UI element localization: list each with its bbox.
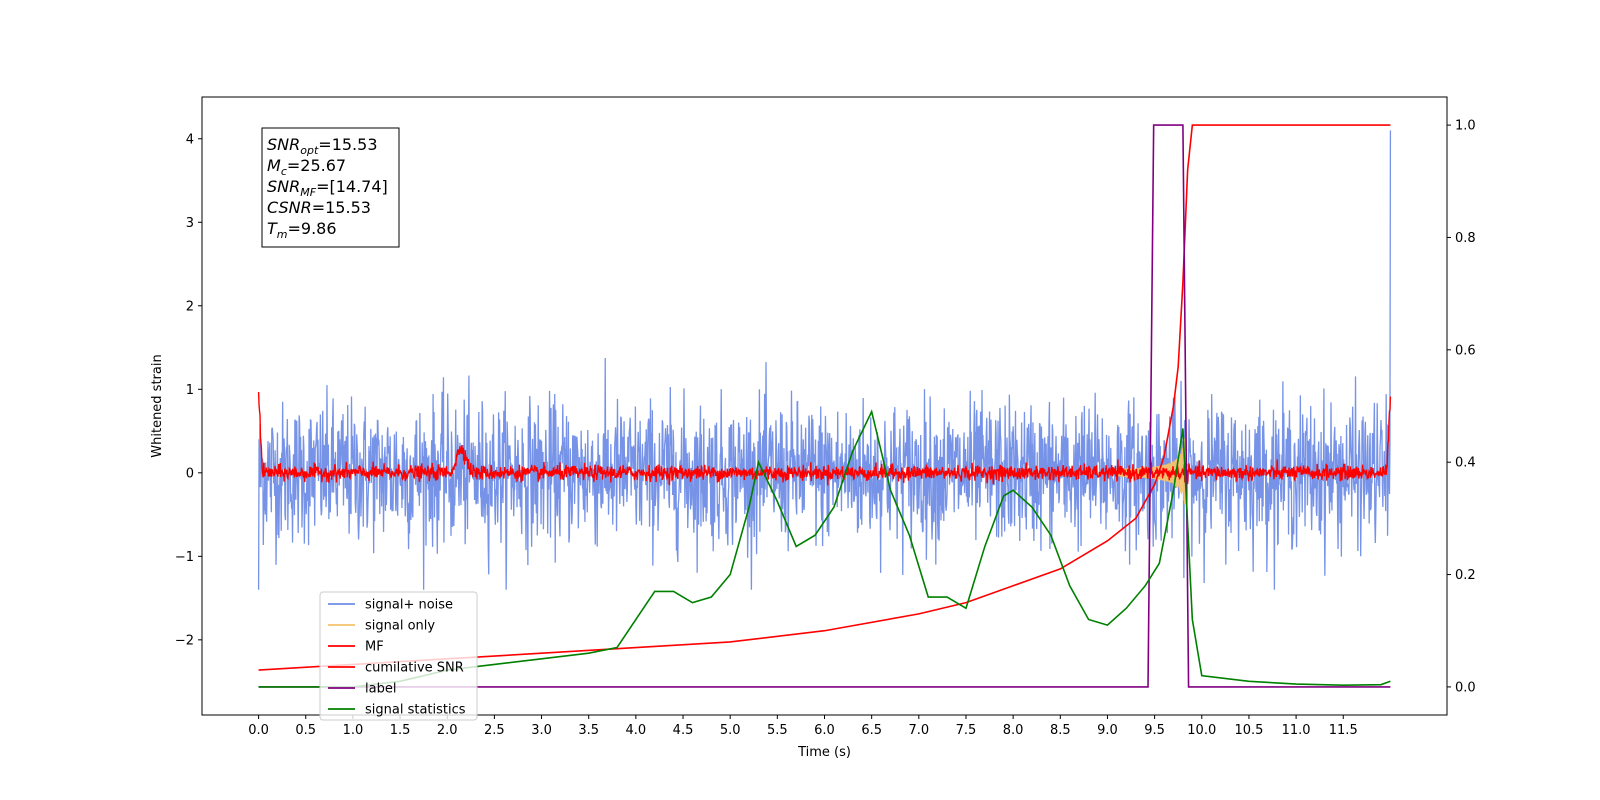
x-tick-label: 10.5 <box>1234 723 1263 738</box>
x-tick-label: 5.0 <box>720 723 741 738</box>
x-tick-label: 4.0 <box>626 723 647 738</box>
series-cumilative-snr <box>258 124 1391 671</box>
annotation-subscript: m <box>277 228 288 241</box>
annotation-symbol: CSNR <box>267 198 312 217</box>
x-tick-label: 1.5 <box>390 723 411 738</box>
y-axis-right: 0.0 0.2 0.4 0.6 0.8 1.0 <box>1447 119 1476 695</box>
x-axis-title: Time (s) <box>797 745 851 760</box>
x-tick-label: 0.0 <box>248 723 269 738</box>
annotation-subscript: opt <box>300 144 319 157</box>
x-tick-label: 4.5 <box>673 723 694 738</box>
x-tick-label: 10.0 <box>1187 723 1216 738</box>
x-tick-label: 2.0 <box>437 723 458 738</box>
x-tick-label: 3.0 <box>531 723 552 738</box>
y2-tick-label: 1.0 <box>1455 119 1476 134</box>
annotation-line: SNRopt=15.53 <box>267 135 378 157</box>
y2-tick-label: 0.2 <box>1455 568 1476 583</box>
annotation-value: =25.67 <box>287 156 346 175</box>
y-tick-label: 2 <box>186 299 194 314</box>
legend-entry: signal statistics <box>365 703 466 718</box>
series-mf <box>257 392 1392 486</box>
x-tick-label: 6.0 <box>814 723 835 738</box>
annotation-box: SNRopt=15.53Mc=25.67SNRMF=[14.74]CSNR=15… <box>261 127 400 248</box>
y2-tick-label: 0.6 <box>1455 343 1476 358</box>
x-tick-label: 8.5 <box>1050 723 1071 738</box>
y-axis-title: Whitened strain <box>150 354 165 457</box>
x-tick-label: 8.0 <box>1003 723 1024 738</box>
x-tick-label: 9.0 <box>1097 723 1118 738</box>
series-signal-statistics <box>258 409 1391 688</box>
y-tick-label: −2 <box>175 633 194 648</box>
annotation-value: =[14.74] <box>316 177 388 196</box>
x-tick-label: 11.5 <box>1329 723 1358 738</box>
x-tick-label: 11.0 <box>1282 723 1311 738</box>
legend-entry: cumilative SNR <box>365 661 464 676</box>
x-tick-label: 0.5 <box>295 723 316 738</box>
x-tick-label: 6.5 <box>861 723 882 738</box>
y-axis-left: −2 −1 0 1 2 3 4 <box>175 132 202 648</box>
x-axis: 0.0 0.5 1.0 1.5 2.0 2.5 3.0 3.5 4.0 4.5 5.0 5.5 6.0 6… <box>248 715 1358 738</box>
annotation-subscript: c <box>281 165 287 178</box>
legend-entry: signal only <box>365 619 435 634</box>
legend-entry: MF <box>365 640 384 655</box>
annotation-line: Tm=9.86 <box>267 219 337 241</box>
x-tick-label: 3.5 <box>578 723 599 738</box>
y-tick-label: 3 <box>186 216 194 231</box>
y-tick-label: 4 <box>186 132 194 147</box>
series-label <box>258 124 1391 688</box>
annotation-symbol: M <box>267 156 281 175</box>
y2-tick-label: 0.4 <box>1455 456 1476 471</box>
legend-entry: signal+ noise <box>365 598 453 613</box>
x-tick-label: 1.0 <box>343 723 364 738</box>
plot-series <box>257 124 1392 688</box>
annotation-frame <box>261 127 400 248</box>
annotation-value: =15.53 <box>318 135 377 154</box>
x-tick-label: 2.5 <box>484 723 505 738</box>
x-tick-label: 7.5 <box>956 723 977 738</box>
annotation-symbol: T <box>267 219 278 238</box>
legend-frame <box>319 591 478 721</box>
x-tick-label: 7.0 <box>908 723 929 738</box>
series-signal-noise <box>257 130 1392 590</box>
annotation-line: SNRMF=[14.74] <box>267 177 388 199</box>
x-tick-label: 5.5 <box>767 723 788 738</box>
annotation-line: Mc=25.67 <box>267 156 346 178</box>
annotation-line: CSNR=15.53 <box>267 198 371 217</box>
annotation-symbol: SNR <box>267 135 300 154</box>
legend: signal+ noise signal only MF cumilative SNR… <box>319 591 478 721</box>
annotation-symbol: SNR <box>267 177 300 196</box>
annotation-subscript: MF <box>300 186 316 199</box>
y-tick-label: 0 <box>186 466 194 481</box>
annotation-value: =15.53 <box>312 198 371 217</box>
y-tick-label: −1 <box>175 550 194 565</box>
y2-tick-label: 0.8 <box>1455 231 1476 246</box>
legend-entry: label <box>365 682 396 697</box>
y2-tick-label: 0.0 <box>1455 680 1476 695</box>
annotation-value: =9.86 <box>288 219 337 238</box>
y-tick-label: 1 <box>186 383 194 398</box>
x-tick-label: 9.5 <box>1144 723 1165 738</box>
